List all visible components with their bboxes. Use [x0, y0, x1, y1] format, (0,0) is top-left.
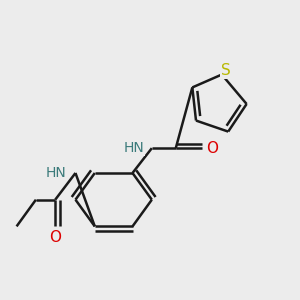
- Text: O: O: [206, 141, 218, 156]
- Text: HN: HN: [46, 166, 66, 180]
- Text: S: S: [220, 63, 230, 78]
- Text: HN: HN: [124, 141, 145, 155]
- Text: O: O: [49, 230, 61, 245]
